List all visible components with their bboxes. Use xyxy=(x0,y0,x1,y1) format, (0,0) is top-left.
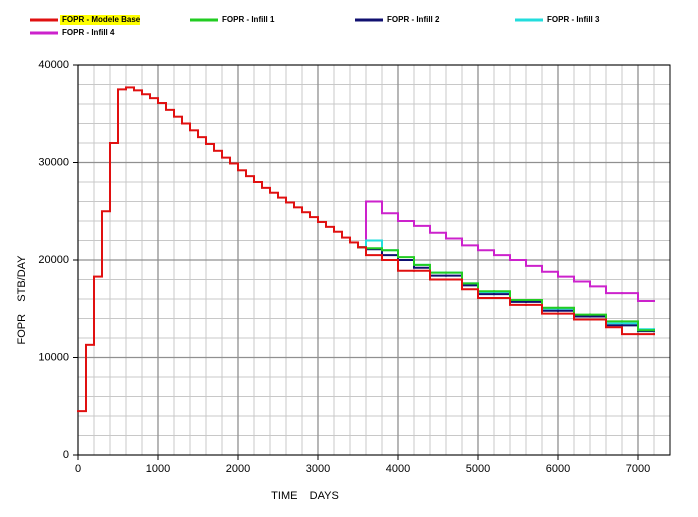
legend-highlight xyxy=(60,15,140,25)
x-tick-label: 6000 xyxy=(546,463,570,475)
y-tick-label: 30000 xyxy=(38,156,69,168)
legend-label: FOPR - Infill 2 xyxy=(387,15,440,24)
x-tick-label: 7000 xyxy=(626,463,650,475)
y-axis-label: FOPR STB/DAY xyxy=(16,255,28,345)
x-tick-label: 1000 xyxy=(146,463,170,475)
y-tick-label: 0 xyxy=(63,449,69,461)
x-tick-label: 3000 xyxy=(306,463,330,475)
y-tick-label: 20000 xyxy=(38,254,69,266)
x-tick-label: 5000 xyxy=(466,463,490,475)
y-tick-label: 10000 xyxy=(38,351,69,363)
legend-label: FOPR - Infill 1 xyxy=(222,15,275,24)
x-tick-label: 0 xyxy=(75,463,81,475)
x-tick-label: 2000 xyxy=(226,463,250,475)
x-axis-label: TIME DAYS xyxy=(271,490,339,502)
legend-label: FOPR - Modele Base xyxy=(62,15,141,24)
legend-label: FOPR - Infill 4 xyxy=(62,28,115,37)
x-tick-label: 4000 xyxy=(386,463,410,475)
plot-frame xyxy=(77,64,671,456)
y-tick-label: 40000 xyxy=(38,59,69,71)
legend-label: FOPR - Infill 3 xyxy=(547,15,600,24)
